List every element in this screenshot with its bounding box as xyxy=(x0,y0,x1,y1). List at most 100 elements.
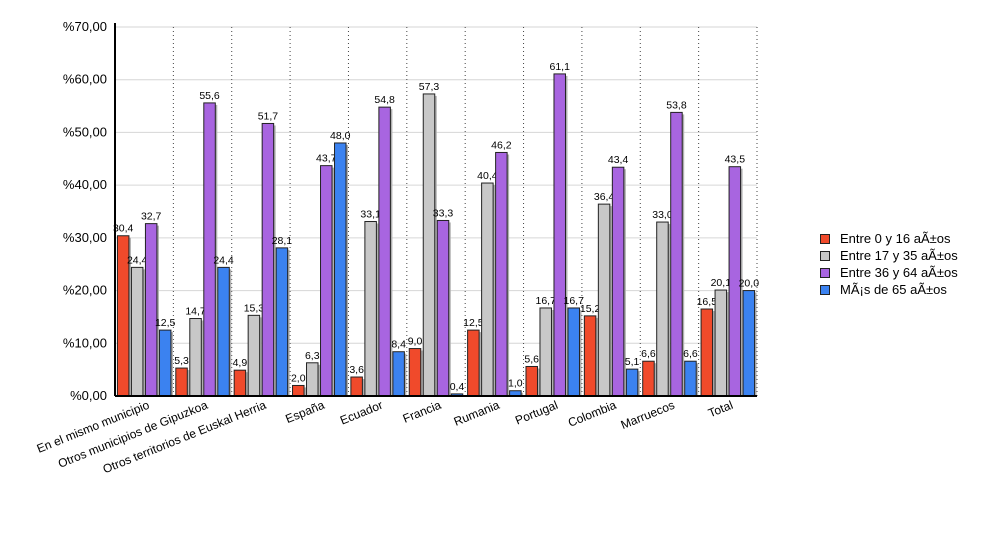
bar xyxy=(642,360,655,397)
legend-item-65-plus: MÃ¡s de 65 aÃ±os xyxy=(820,281,958,298)
x-category-label: Colombia xyxy=(566,398,619,430)
legend-item-0-16: Entre 0 y 16 aÃ±os xyxy=(820,230,958,247)
bar-data-label: 33,1 xyxy=(360,209,381,221)
bar-data-label: 32,7 xyxy=(141,211,162,223)
bar-data-label: 14,7 xyxy=(185,306,206,318)
y-tick-label: %70,00 xyxy=(63,19,107,34)
bar-data-label: 0,4 xyxy=(450,381,465,393)
x-category-label: Ecuador xyxy=(338,398,385,428)
legend-label-0-16: Entre 0 y 16 aÃ±os xyxy=(840,231,951,246)
bar xyxy=(189,318,202,397)
x-category-label: Portugal xyxy=(513,398,560,428)
bar xyxy=(422,93,436,397)
bar xyxy=(408,348,422,397)
bar xyxy=(670,111,683,397)
bar xyxy=(567,307,580,397)
bar-data-label: 57,3 xyxy=(419,81,440,93)
x-category-label: Marruecos xyxy=(619,398,677,432)
bar-data-label: 28,1 xyxy=(272,235,293,247)
x-category-label: Francia xyxy=(401,398,444,426)
bar-data-label: 5,6 xyxy=(524,353,539,365)
bar-data-label: 15,3 xyxy=(244,302,265,314)
bar xyxy=(378,106,391,397)
bar-data-label: 12,5 xyxy=(463,317,484,329)
bar-data-label: 6,3 xyxy=(305,350,320,362)
bar xyxy=(217,266,230,397)
bar-data-label: 6,6 xyxy=(683,348,698,360)
bar xyxy=(539,307,552,397)
y-tick-label: %10,00 xyxy=(63,335,107,350)
bar xyxy=(583,315,597,397)
bar-data-label: 4,9 xyxy=(233,357,248,369)
bar-data-label: 24,4 xyxy=(213,254,234,266)
bar-data-label: 46,2 xyxy=(491,139,512,151)
bar xyxy=(175,367,188,397)
bar-data-label: 20,0 xyxy=(739,278,760,290)
legend-swatch-0-16 xyxy=(820,233,830,244)
bar xyxy=(275,247,289,397)
legend-item-36-64: Entre 36 y 64 aÃ±os xyxy=(820,264,958,281)
y-tick-label: %0,00 xyxy=(70,388,107,403)
bar-data-label: 2,0 xyxy=(291,372,306,384)
bar-data-label: 43,5 xyxy=(725,154,746,166)
y-tick-label: %30,00 xyxy=(63,230,107,245)
bar xyxy=(525,365,538,397)
bar-data-label: 33,3 xyxy=(433,207,454,219)
bar xyxy=(553,73,566,397)
bar xyxy=(392,351,405,397)
bar-data-label: 20,1 xyxy=(711,277,732,289)
bar-data-label: 54,8 xyxy=(374,94,395,106)
bar xyxy=(684,360,697,397)
bar-data-label: 36,4 xyxy=(594,191,615,203)
bar-data-label: 6,6 xyxy=(641,348,656,360)
bar xyxy=(364,221,377,397)
bar-data-label: 16,7 xyxy=(536,295,557,307)
x-category-label: España xyxy=(283,398,326,426)
bar-data-label: 3,6 xyxy=(349,364,364,376)
bar xyxy=(495,151,508,397)
bar xyxy=(611,166,625,397)
bar-data-label: 1,0 xyxy=(508,378,523,390)
legend-item-17-35: Entre 17 y 35 aÃ±os xyxy=(820,247,958,264)
legend-label-17-35: Entre 17 y 35 aÃ±os xyxy=(840,248,958,263)
bar xyxy=(467,329,480,397)
bar xyxy=(350,376,363,397)
bar-data-label: 5,3 xyxy=(174,355,189,367)
bar xyxy=(320,165,333,397)
bar-data-label: 8,4 xyxy=(391,339,406,351)
bar-data-label: 16,7 xyxy=(564,295,585,307)
bar-data-label: 43,4 xyxy=(608,154,629,166)
bar xyxy=(597,203,611,397)
bar xyxy=(436,219,450,397)
bar xyxy=(334,142,347,397)
bar-data-label: 24,4 xyxy=(127,254,148,266)
bar xyxy=(144,223,158,397)
bar-data-label: 43,7 xyxy=(316,153,337,165)
bar xyxy=(261,122,275,397)
legend-swatch-17-35 xyxy=(820,250,830,261)
bar xyxy=(306,362,319,397)
bar-data-label: 5,1 xyxy=(625,356,640,368)
bar-data-label: 53,8 xyxy=(666,99,687,111)
bar xyxy=(481,182,494,397)
legend-swatch-36-64 xyxy=(820,267,830,278)
bar-data-label: 30,4 xyxy=(113,223,134,235)
bar xyxy=(247,314,261,397)
bar-data-label: 61,1 xyxy=(550,61,571,73)
bar-data-label: 15,2 xyxy=(580,303,601,315)
bar-data-label: 48,0 xyxy=(330,130,351,142)
bar-data-label: 55,6 xyxy=(199,90,220,102)
bar xyxy=(203,102,216,397)
bar-data-label: 9,0 xyxy=(408,336,423,348)
bar-data-label: 33,0 xyxy=(652,209,673,221)
bar xyxy=(158,329,172,397)
y-tick-label: %50,00 xyxy=(63,124,107,139)
bar-data-label: 16,5 xyxy=(697,296,718,308)
bar xyxy=(700,308,714,397)
bar-data-label: 12,5 xyxy=(155,317,176,329)
bar xyxy=(742,290,756,397)
y-tick-label: %60,00 xyxy=(63,72,107,87)
bar xyxy=(625,368,639,397)
bar-data-label: 40,4 xyxy=(477,170,498,182)
